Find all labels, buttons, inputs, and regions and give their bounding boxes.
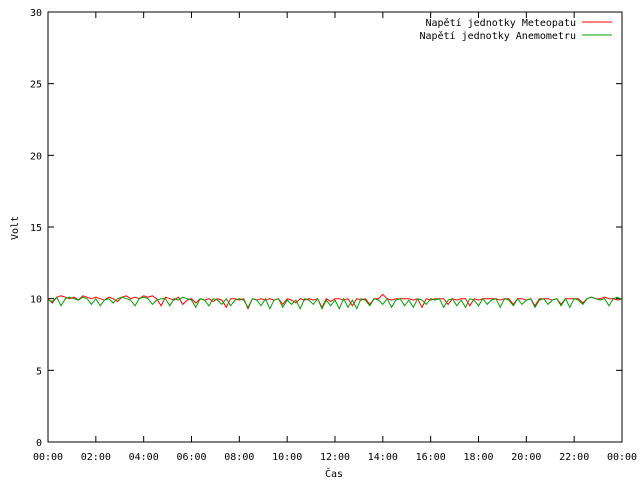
x-tick-label: 20:00	[511, 452, 541, 463]
plot-border	[47, 11, 623, 443]
x-tick-label: 10:00	[272, 452, 302, 463]
y-tick-label: 0	[36, 438, 42, 449]
x-tick-label: 00:00	[33, 452, 63, 463]
y-tick-label: 15	[30, 223, 42, 234]
y-tick-label: 30	[30, 8, 42, 19]
y-axis-label: Volt	[10, 216, 21, 240]
x-tick-label: 02:00	[81, 452, 111, 463]
plot-frame	[47, 11, 623, 443]
tick-labels: 0 5 10 15 20 25 30 00:00 02:00 04:00 06:00 08:00 10:…	[30, 8, 637, 463]
y-tick-label: 20	[30, 151, 42, 162]
x-tick-label: 06:00	[176, 452, 206, 463]
x-tick-label: 00:00	[607, 452, 637, 463]
y-tick-label: 10	[30, 295, 42, 306]
x-axis-label: Čas	[325, 467, 343, 480]
x-tick-label: 16:00	[416, 452, 446, 463]
y-tick-label: 25	[30, 80, 42, 91]
x-tick-label: 22:00	[559, 452, 589, 463]
x-tick-label: 04:00	[129, 452, 159, 463]
series-line-2	[47, 296, 623, 310]
y-tick-label: 5	[36, 366, 42, 377]
x-tick-label: 18:00	[463, 452, 493, 463]
series-lines	[47, 293, 623, 310]
legend-label-2: Napětí jednotky Anemometru	[419, 30, 576, 42]
x-tick-label: 14:00	[368, 452, 398, 463]
axis-ticks	[47, 11, 623, 443]
x-tick-label: 08:00	[224, 452, 254, 463]
x-tick-label: 12:00	[320, 452, 350, 463]
legend-label-1: Napětí jednotky Meteopatu	[425, 17, 576, 29]
